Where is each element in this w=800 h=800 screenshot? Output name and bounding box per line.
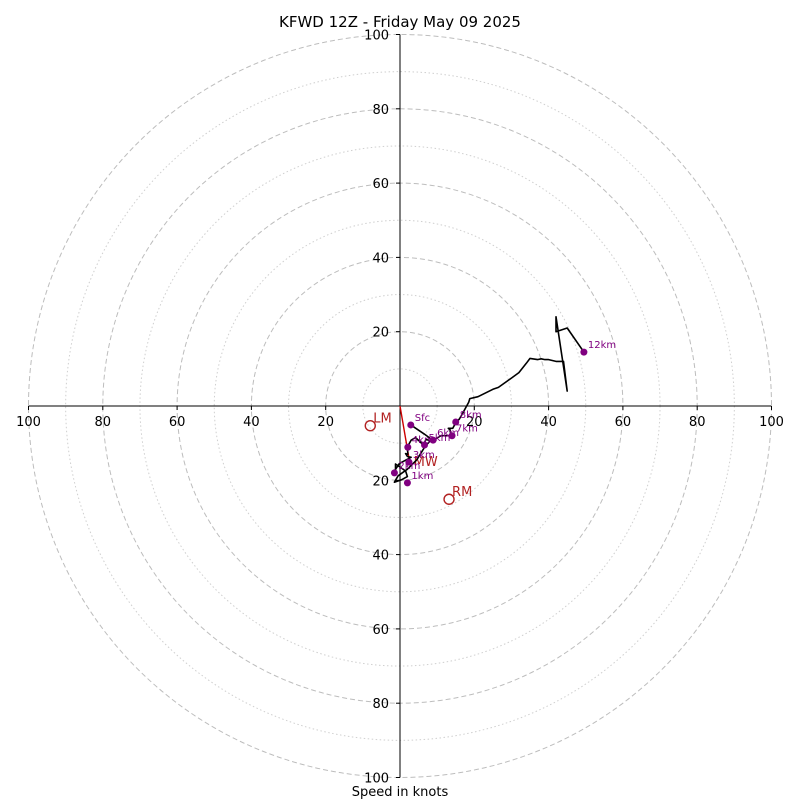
y-tick-label: 20 xyxy=(372,326,389,341)
y-tick-label: 40 xyxy=(372,549,389,564)
height-marker-12km xyxy=(580,348,588,356)
height-marker-2km xyxy=(390,469,398,477)
height-label-5km: 5km xyxy=(429,433,451,444)
storm-motion-label-RM: RM xyxy=(452,485,472,500)
height-marker-7km xyxy=(448,432,456,440)
height-label-Sfc: Sfc xyxy=(415,413,430,424)
storm-motion-label-LM: LM xyxy=(373,412,391,427)
height-label-12km: 12km xyxy=(588,340,616,351)
storm-motion-RM xyxy=(443,493,455,505)
x-tick-label: 60 xyxy=(615,415,632,430)
y-tick-label: 20 xyxy=(372,474,389,489)
x-tick-label: 80 xyxy=(95,415,112,430)
x-ticks: 100 80 60 40 20 20 40 60 80 100 xyxy=(16,406,784,430)
height-marker-1km xyxy=(403,479,411,487)
y-tick-label: 100 xyxy=(364,772,389,787)
height-marker-6km xyxy=(429,436,437,444)
height-label-3km: 3km xyxy=(413,450,435,461)
height-label-2km: 2km xyxy=(398,461,420,472)
x-tick-label: 100 xyxy=(759,415,784,430)
height-label-7km: 7km xyxy=(456,424,478,435)
height-label-1km: 1km xyxy=(411,471,433,482)
x-tick-label: 20 xyxy=(317,415,334,430)
chart-title: KFWD 12Z - Friday May 09 2025 xyxy=(279,13,521,31)
height-label-6km: 6km xyxy=(437,428,459,439)
height-marker-8km xyxy=(452,418,460,426)
x-tick-label: 20 xyxy=(466,415,483,430)
height-label-4km: 4km xyxy=(412,435,434,446)
x-axis-label: Speed in knots xyxy=(352,785,449,800)
storm-motion-LM xyxy=(364,419,376,432)
height-marker-5km xyxy=(421,441,429,449)
storm-motion-markers: LM RM xyxy=(364,412,472,505)
y-ticks: 100 80 60 40 20 20 40 60 80 100 xyxy=(364,29,400,787)
y-tick-label: 80 xyxy=(372,697,389,712)
y-tick-label: 100 xyxy=(364,29,389,44)
y-tick-label: 40 xyxy=(372,251,389,266)
y-tick-label: 60 xyxy=(372,177,389,192)
x-tick-label: 100 xyxy=(16,415,41,430)
height-marker-3km xyxy=(405,458,413,466)
x-tick-label: 40 xyxy=(540,415,557,430)
height-label-8km: 8km xyxy=(460,410,482,421)
height-marker-Sfc xyxy=(407,421,415,429)
mean-wind-label: MW xyxy=(414,455,438,470)
x-tick-label: 40 xyxy=(243,415,260,430)
height-marker-4km xyxy=(404,443,412,451)
y-tick-label: 60 xyxy=(372,623,389,638)
x-tick-label: 60 xyxy=(169,415,186,430)
y-tick-label: 80 xyxy=(372,103,389,118)
x-tick-label: 80 xyxy=(689,415,706,430)
